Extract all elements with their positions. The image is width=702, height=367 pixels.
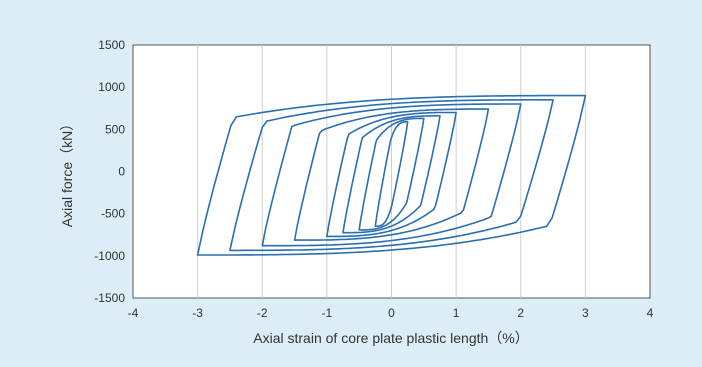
x-tick-label: -1 (322, 306, 333, 320)
hysteresis-loop (261, 103, 522, 247)
hysteresis-loop (229, 99, 554, 252)
hysteresis-loop (358, 117, 425, 231)
hysteresis-loop (196, 94, 587, 256)
hysteresis-loop (342, 115, 441, 234)
x-tick-label: -2 (257, 306, 268, 320)
hysteresis-loop (293, 108, 490, 241)
y-tick-label: -1000 (94, 249, 125, 263)
y-tick-label: 0 (118, 165, 125, 179)
y-tick-label: 1500 (98, 38, 125, 52)
y-axis-title: Axial force（kN） (59, 117, 75, 227)
hysteresis-loop (326, 111, 457, 238)
x-tick-label: 2 (517, 306, 524, 320)
y-tick-label: 1000 (98, 80, 125, 94)
x-tick-label: 1 (453, 306, 460, 320)
hysteresis-loop (374, 120, 409, 227)
x-tick-label: -4 (128, 306, 139, 320)
x-tick-label: 3 (582, 306, 589, 320)
y-tick-label: -1500 (94, 291, 125, 305)
y-tick-label: -500 (101, 207, 125, 221)
x-tick-label: 0 (388, 306, 395, 320)
x-axis-title: Axial strain of core plate plastic lengt… (253, 330, 528, 346)
x-tick-label: -3 (192, 306, 203, 320)
y-tick-label: 500 (105, 122, 125, 136)
x-tick-label: 4 (647, 306, 654, 320)
